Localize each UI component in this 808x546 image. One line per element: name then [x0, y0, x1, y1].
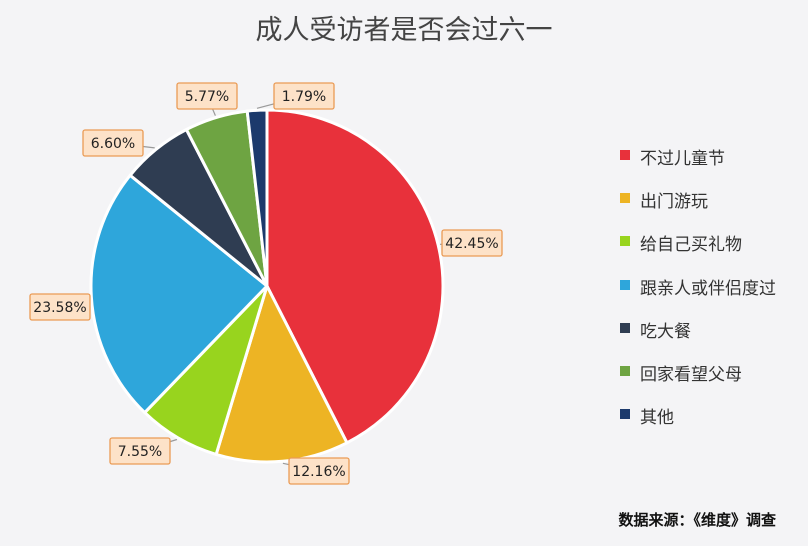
- data-label: 1.79%: [282, 89, 326, 105]
- legend-swatch: [620, 150, 630, 160]
- data-label-box: [29, 293, 91, 321]
- data-label-box: [288, 457, 350, 485]
- legend-label: 出门游玩: [640, 192, 708, 213]
- legend-swatch: [620, 236, 630, 247]
- data-label-box: [109, 437, 171, 465]
- legend-label: 其他: [640, 408, 674, 429]
- data-label: 42.45%: [445, 236, 498, 252]
- data-label-box: [273, 82, 335, 110]
- pie-slice[interactable]: [265, 108, 445, 445]
- pie-slice[interactable]: [214, 284, 349, 464]
- legend-label: 回家看望父母: [640, 364, 742, 385]
- legend-label: 给自己买礼物: [640, 235, 742, 256]
- data-label: 23.58%: [33, 300, 86, 316]
- data-label: 12.16%: [292, 464, 345, 480]
- data-label-box: [82, 129, 144, 157]
- legend-label: 跟亲人或伴侣度过: [640, 278, 776, 299]
- data-label: 7.55%: [118, 444, 162, 460]
- data-label-box: [176, 82, 238, 110]
- legend-label: 不过儿童节: [640, 149, 725, 169]
- legend-swatch: [620, 193, 630, 204]
- chart-title: 成人受访者是否会过六一: [255, 15, 553, 46]
- legend-swatch: [620, 279, 630, 290]
- pie-slice[interactable]: [245, 108, 269, 288]
- legend-swatch: [620, 365, 630, 376]
- pie-slice[interactable]: [89, 173, 269, 415]
- data-label: 5.77%: [185, 89, 229, 105]
- data-label: 6.60%: [91, 136, 135, 152]
- legend-swatch: [620, 322, 630, 333]
- data-label-box: [441, 229, 503, 257]
- legend-swatch: [620, 409, 630, 420]
- legend-label: 吃大餐: [640, 321, 691, 342]
- source-note: 数据来源：《维度》调查: [618, 511, 776, 529]
